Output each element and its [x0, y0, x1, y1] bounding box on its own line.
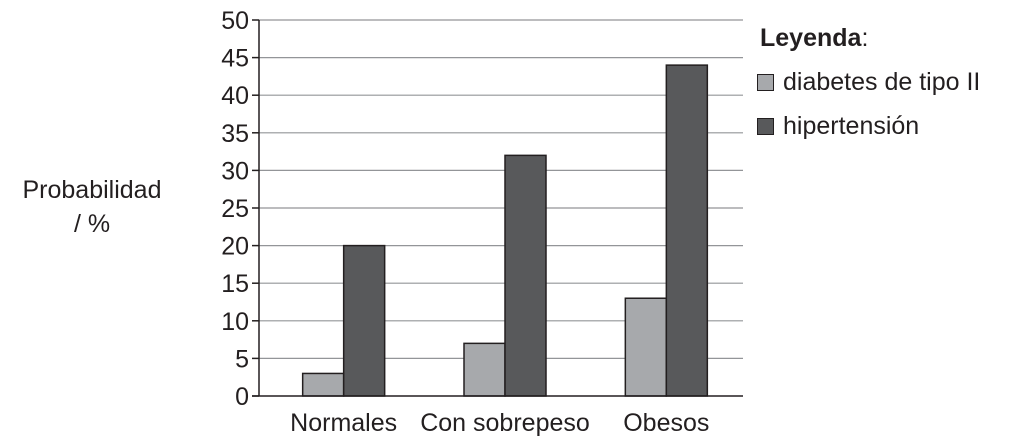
x-ticks: Normales Con sobrepeso Obesos — [290, 409, 709, 437]
y-tick-label: 45 — [221, 45, 249, 73]
y-tick-label: 10 — [221, 308, 249, 336]
x-tick-label: Normales — [290, 409, 397, 437]
bar — [463, 342, 506, 397]
legend-title-text: Leyenda — [760, 24, 862, 52]
bar — [504, 154, 547, 397]
legend-swatch-diabetes — [757, 74, 774, 91]
bar — [301, 372, 345, 397]
y-axis-label-line1: Probabilidad — [23, 176, 162, 204]
y-tick-label: 20 — [221, 233, 249, 261]
legend-item-hipertension: hipertensión — [757, 112, 919, 141]
y-tick-label: 35 — [221, 120, 249, 148]
legend-label-diabetes: diabetes de tipo II — [783, 68, 981, 96]
bars — [301, 64, 709, 397]
bar — [342, 244, 386, 397]
y-tick-label: 30 — [221, 157, 249, 185]
bar — [624, 297, 668, 397]
legend-title-suffix: : — [861, 24, 869, 52]
legend-title: Leyenda: — [760, 24, 868, 53]
y-tick-label: 25 — [221, 195, 249, 223]
y-tick-label: 40 — [221, 82, 249, 110]
legend-label-hipertension: hipertensión — [783, 112, 920, 140]
y-tick-label: 50 — [221, 7, 249, 35]
y-ticks: 0 5 10 15 20 25 30 35 40 45 50 — [221, 7, 259, 411]
bar — [665, 64, 709, 397]
x-tick-label: Con sobrepeso — [420, 409, 590, 437]
y-tick-label: 15 — [221, 270, 249, 298]
y-tick-label: 5 — [235, 345, 249, 373]
y-axis-label-line2: / % — [74, 210, 110, 238]
x-tick-label: Obesos — [623, 409, 709, 437]
y-tick-label: 0 — [235, 383, 249, 411]
legend-item-diabetes: diabetes de tipo II — [757, 68, 980, 97]
legend-swatch-hipertension — [757, 118, 774, 135]
gridlines — [259, 19, 743, 359]
